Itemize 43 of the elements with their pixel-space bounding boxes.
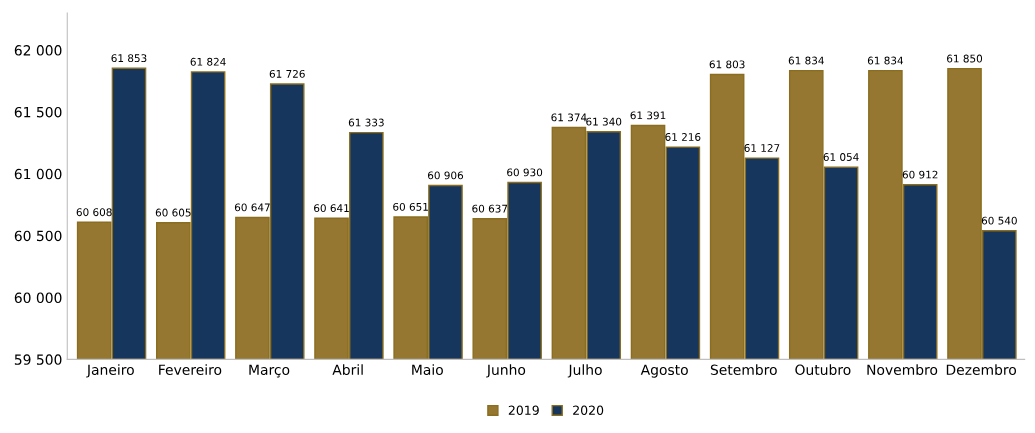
y-tick-label: 61 000 (14, 168, 62, 180)
data-label: 60 605 (155, 208, 191, 217)
data-label: 61 834 (788, 56, 824, 65)
data-label: 61 054 (823, 153, 859, 161)
data-label: 60 637 (472, 204, 508, 213)
data-label: 61 853 (111, 54, 147, 63)
data-label: 61 340 (586, 117, 622, 126)
data-label: 61 850 (947, 54, 983, 63)
x-tick-label: Março (249, 364, 290, 378)
data-label: 60 647 (234, 203, 270, 212)
legend-label: 2019 (508, 405, 539, 415)
data-label: 60 930 (507, 168, 543, 177)
data-label: 60 641 (314, 204, 349, 213)
data-label: 60 540 (981, 216, 1017, 225)
x-tick-label: Outubro (795, 364, 851, 375)
x-tick-label: Setembro (710, 364, 777, 375)
data-label: 61 834 (867, 56, 904, 65)
x-tick-label: Janeiro (86, 364, 134, 378)
y-tick-label: 59 500 (14, 354, 62, 365)
data-label: 61 333 (348, 118, 384, 127)
data-label: 60 651 (393, 202, 428, 211)
data-label: 61 216 (665, 133, 701, 141)
x-tick-label: Fevereiro (159, 364, 222, 375)
data-label: 61 824 (190, 57, 226, 66)
x-tick-label: Novembro (867, 364, 938, 375)
data-label: 61 374 (551, 113, 587, 122)
y-tick-label: 62 000 (14, 45, 62, 56)
legend-label: 2020 (573, 405, 604, 415)
y-tick-label: 60 000 (14, 292, 62, 304)
y-tick-label: 61 500 (14, 106, 62, 118)
y-tick-label: 60 500 (14, 230, 62, 242)
data-label: 61 391 (630, 111, 666, 120)
data-label: 61 726 (269, 69, 305, 78)
data-label: 60 906 (427, 171, 464, 180)
data-label: 60 608 (76, 208, 112, 217)
x-tick-label: Abril (332, 364, 363, 375)
x-tick-label: Maio (412, 364, 443, 375)
x-tick-label: Junho (486, 364, 526, 378)
x-tick-label: Julho (567, 364, 602, 378)
x-tick-label: Agosto (640, 364, 688, 378)
data-label: 61 127 (744, 144, 780, 152)
x-tick-label: Dezembro (946, 364, 1017, 375)
data-label: 61 803 (709, 60, 745, 69)
